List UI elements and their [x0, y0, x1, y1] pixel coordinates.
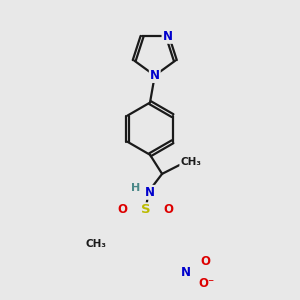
Text: CH₃: CH₃: [180, 157, 201, 167]
Text: N: N: [163, 30, 172, 43]
Text: CH₃: CH₃: [85, 238, 106, 249]
Text: S: S: [141, 203, 150, 216]
Text: N: N: [181, 266, 190, 279]
Text: O: O: [201, 255, 211, 268]
Text: N: N: [150, 69, 160, 82]
Text: N: N: [145, 186, 155, 199]
Text: O⁻: O⁻: [199, 277, 215, 290]
Text: O: O: [117, 203, 127, 216]
Text: O: O: [164, 203, 174, 216]
Text: H: H: [131, 183, 140, 193]
